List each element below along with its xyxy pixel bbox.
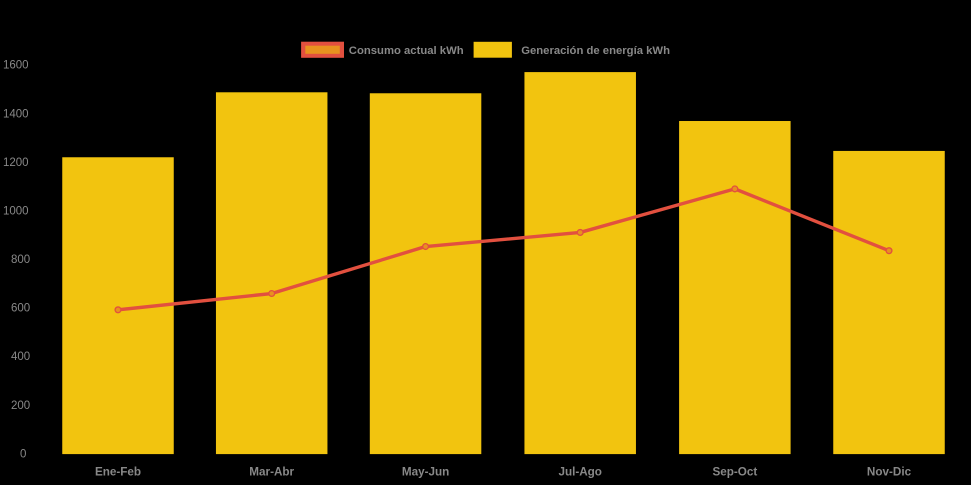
svg-text:200: 200 <box>11 400 30 412</box>
svg-text:Consumo actual kWh: Consumo actual kWh <box>349 45 464 57</box>
svg-text:400: 400 <box>11 351 30 363</box>
svg-text:May-Jun: May-Jun <box>402 466 449 479</box>
svg-text:0: 0 <box>20 449 26 461</box>
svg-text:800: 800 <box>11 254 30 266</box>
svg-text:Ene-Feb: Ene-Feb <box>95 466 141 479</box>
svg-text:1200: 1200 <box>3 157 29 169</box>
svg-text:Jul-Ago: Jul-Ago <box>558 466 602 479</box>
svg-text:Generación de energía kWh: Generación de energía kWh <box>521 45 670 57</box>
svg-text:Nov-Dic: Nov-Dic <box>867 466 912 479</box>
svg-text:Mar-Abr: Mar-Abr <box>249 466 294 479</box>
svg-text:1000: 1000 <box>3 206 29 218</box>
svg-text:600: 600 <box>11 303 30 315</box>
svg-text:1400: 1400 <box>3 109 29 121</box>
svg-text:Sep-Oct: Sep-Oct <box>712 466 757 479</box>
svg-text:1600: 1600 <box>3 60 29 72</box>
